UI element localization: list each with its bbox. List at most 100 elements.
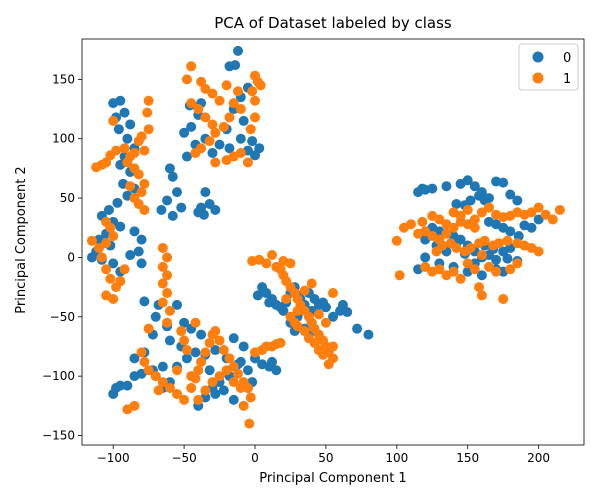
point-class-1-201 bbox=[474, 282, 485, 293]
point-class-1-207 bbox=[512, 258, 523, 269]
point-class-0-47 bbox=[86, 252, 97, 263]
point-class-0-38 bbox=[112, 197, 123, 208]
point-class-0-110 bbox=[179, 317, 190, 328]
point-class-1-106 bbox=[245, 392, 256, 403]
y-tick-label--150: −150 bbox=[42, 429, 75, 443]
point-class-0-88 bbox=[181, 353, 192, 364]
point-class-0-140 bbox=[328, 311, 338, 322]
point-class-0-28 bbox=[125, 119, 136, 130]
point-class-1-119 bbox=[190, 317, 201, 328]
point-class-0-53 bbox=[133, 246, 144, 257]
point-class-1-96 bbox=[204, 337, 215, 348]
point-class-1-222 bbox=[533, 246, 544, 257]
point-class-1-164 bbox=[320, 317, 331, 328]
point-class-1-169 bbox=[394, 270, 405, 281]
point-class-0-82 bbox=[122, 380, 133, 391]
point-class-0-57 bbox=[167, 171, 178, 182]
point-class-1-206 bbox=[505, 264, 516, 275]
point-class-1-116 bbox=[181, 345, 192, 356]
y-axis-label: Principal Component 2 bbox=[14, 166, 29, 313]
point-class-1-58 bbox=[108, 231, 119, 242]
point-class-1-51 bbox=[136, 187, 147, 198]
point-class-1-59 bbox=[101, 238, 112, 249]
point-class-0-86 bbox=[157, 361, 168, 372]
axes-layer: −100 −50 0 50 100 150 200 −150 −100 −50 0 50 100 150 bbox=[42, 38, 585, 465]
point-class-1-175 bbox=[434, 214, 445, 225]
point-class-1-217 bbox=[493, 238, 504, 249]
point-class-1-78 bbox=[162, 317, 173, 328]
point-class-0-89 bbox=[190, 347, 201, 358]
point-class-1-171 bbox=[405, 219, 416, 230]
point-class-1-69 bbox=[119, 264, 130, 275]
point-class-0-164 bbox=[505, 189, 516, 200]
point-class-1-124 bbox=[221, 365, 232, 376]
point-class-0-15 bbox=[247, 136, 258, 147]
point-class-1-9 bbox=[235, 104, 246, 115]
point-class-1-49 bbox=[133, 169, 144, 180]
point-class-1-85 bbox=[164, 383, 175, 394]
point-class-1-157 bbox=[318, 349, 329, 360]
point-class-1-152 bbox=[292, 321, 303, 332]
point-class-1-54 bbox=[139, 204, 150, 215]
point-class-0-170 bbox=[451, 199, 462, 210]
point-class-1-191 bbox=[547, 214, 558, 225]
point-class-1-165 bbox=[328, 341, 338, 352]
point-class-1-11 bbox=[218, 121, 229, 132]
point-class-1-6 bbox=[221, 80, 232, 91]
point-class-1-31 bbox=[245, 124, 256, 135]
point-class-1-19 bbox=[207, 119, 218, 130]
point-class-0-81 bbox=[115, 380, 126, 391]
point-class-0-8 bbox=[235, 133, 246, 144]
point-class-0-158 bbox=[462, 175, 473, 186]
point-class-0-187 bbox=[491, 254, 502, 265]
point-class-0-11 bbox=[207, 147, 218, 158]
point-class-0-62 bbox=[167, 210, 178, 221]
point-class-1-203 bbox=[483, 261, 494, 272]
point-class-0-58 bbox=[172, 187, 183, 198]
x-tick-label-150: 150 bbox=[456, 451, 479, 465]
point-class-1-16 bbox=[186, 98, 197, 109]
point-class-0-0 bbox=[232, 45, 243, 56]
point-class-1-0 bbox=[186, 61, 197, 72]
point-class-1-114 bbox=[275, 337, 286, 348]
point-class-0-75 bbox=[164, 335, 175, 346]
point-class-1-163 bbox=[313, 309, 324, 320]
point-class-1-17 bbox=[193, 104, 204, 115]
point-class-0-178 bbox=[533, 214, 544, 225]
point-class-1-24 bbox=[242, 157, 253, 168]
point-class-1-127 bbox=[172, 365, 183, 376]
point-class-1-81 bbox=[139, 356, 150, 367]
point-class-0-59 bbox=[162, 195, 173, 206]
point-class-1-192 bbox=[554, 204, 565, 215]
y-tick-label--100: −100 bbox=[42, 369, 75, 383]
point-class-0-9 bbox=[214, 139, 225, 150]
point-class-1-224 bbox=[420, 226, 431, 237]
point-class-1-130 bbox=[261, 258, 272, 269]
point-class-1-47 bbox=[108, 115, 119, 126]
point-class-1-118 bbox=[176, 326, 187, 337]
x-tick-label--100: −100 bbox=[97, 451, 130, 465]
y-tick-label-150: 150 bbox=[52, 72, 75, 86]
point-class-1-90 bbox=[179, 394, 190, 405]
point-class-0-29 bbox=[113, 124, 124, 135]
point-class-1-228 bbox=[448, 222, 459, 233]
point-class-0-25 bbox=[115, 95, 126, 106]
point-class-1-46 bbox=[91, 162, 102, 173]
point-class-1-105 bbox=[242, 383, 253, 394]
point-class-1-159 bbox=[306, 278, 317, 289]
x-tick-label-100: 100 bbox=[385, 451, 408, 465]
point-class-1-41 bbox=[119, 143, 130, 154]
point-class-1-107 bbox=[238, 400, 249, 411]
point-class-0-51 bbox=[129, 226, 140, 237]
point-class-1-166 bbox=[292, 305, 303, 316]
point-class-1-33 bbox=[142, 107, 153, 118]
point-class-1-213 bbox=[465, 242, 476, 253]
point-class-0-145 bbox=[363, 329, 374, 340]
point-class-1-74 bbox=[157, 278, 168, 289]
point-class-0-6 bbox=[238, 115, 249, 126]
point-class-1-122 bbox=[207, 377, 218, 388]
point-class-0-139 bbox=[320, 302, 331, 313]
point-class-0-72 bbox=[150, 311, 161, 322]
point-class-1-7 bbox=[232, 86, 243, 97]
point-class-1-123 bbox=[214, 371, 225, 382]
